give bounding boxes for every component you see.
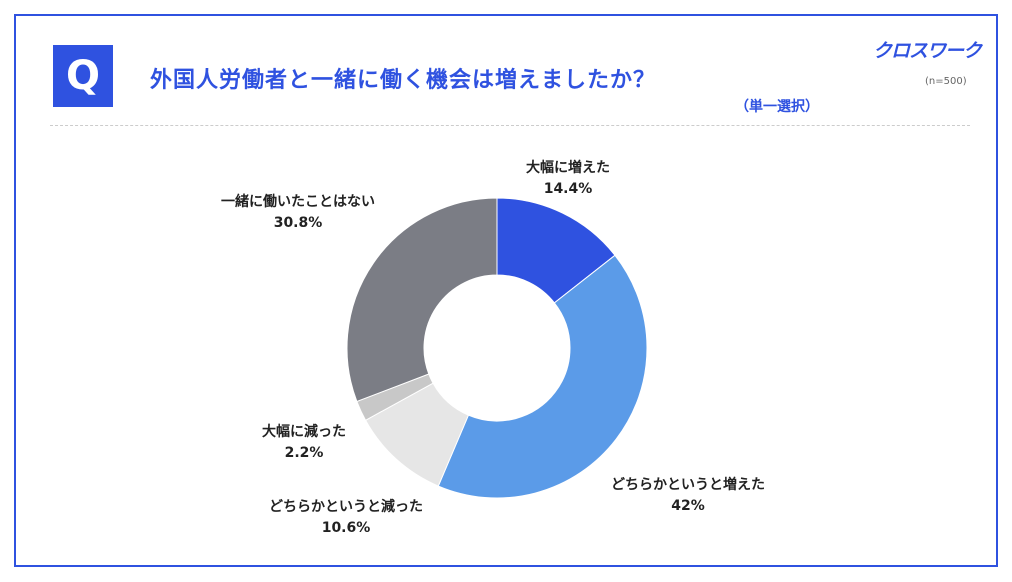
divider [50,125,970,126]
brand-logo: クロスワーク [873,40,982,62]
label-slice-0: 大幅に増えた 14.4% [526,160,610,197]
answer-type: （単一選択） [735,99,819,115]
sample-size: (n=500) [925,76,967,87]
donut-slice-1 [437,254,648,499]
slide-frame [14,14,998,567]
label-slice-1: どちらかというと増えた 42% [611,477,765,514]
label-slice-4: 一緒に働いたことはない 30.8% [221,194,375,231]
donut-slice-4 [346,197,498,403]
question-badge: Q [53,45,113,107]
label-slice-3: 大幅に減った 2.2% [262,424,346,461]
label-slice-2: どちらかというと減った 10.6% [269,499,423,536]
chart-title: 外国人労働者と一緒に働く機会は増えましたか？ [150,68,657,93]
